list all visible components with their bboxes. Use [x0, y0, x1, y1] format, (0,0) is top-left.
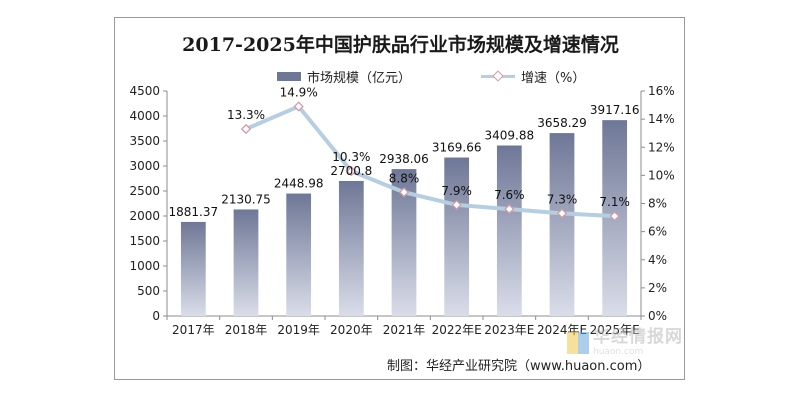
y-right-tick-label: 8%	[648, 197, 667, 211]
y-right-tick-label: 0%	[648, 309, 667, 323]
legend-line-label: 增速（%）	[521, 70, 586, 86]
watermark-en: huaon.com	[593, 347, 644, 357]
bar-value-label: 2448.98	[274, 177, 324, 191]
bar-value-label: 2130.75	[221, 192, 271, 206]
y-right-tick-label: 10%	[648, 168, 675, 182]
x-tick-label: 2019年	[277, 323, 320, 337]
y-right-tick-label: 6%	[648, 225, 667, 239]
growth-marker	[293, 101, 304, 112]
watermark-cn: 华经情报网	[593, 327, 683, 347]
x-tick-label: 2021年	[383, 323, 426, 337]
growth-value-label: 7.3%	[547, 192, 578, 206]
bar-value-label: 2938.06	[379, 152, 429, 166]
source-note: 制图：华经产业研究院（www.huaon.com）	[387, 359, 651, 374]
x-tick-label: 2022年E	[432, 323, 482, 337]
x-tick-label: 2017年	[172, 323, 215, 337]
y-right-tick-label: 4%	[648, 253, 667, 267]
growth-value-label: 7.9%	[441, 184, 472, 198]
y-left-tick-label: 1000	[129, 259, 160, 273]
y-left-tick-label: 2000	[129, 209, 160, 223]
bar	[496, 145, 522, 316]
growth-marker	[504, 204, 515, 215]
y-right-tick-label: 16%	[648, 84, 675, 98]
x-tick-label: 2023年E	[484, 323, 534, 337]
y-right-tick-label: 2%	[648, 281, 667, 295]
watermark-logo-icon	[567, 332, 589, 354]
y-left-tick-label: 3500	[129, 134, 160, 148]
bar	[286, 193, 312, 316]
y-left-tick-label: 4500	[129, 84, 160, 98]
chart-plot: 0 500 1000 1500 2000 2500 3000 3500 4000 4500 0% 2%…	[129, 84, 675, 337]
legend-bar-label: 市场规模（亿元）	[307, 70, 412, 86]
growth-marker	[556, 208, 568, 219]
growth-line	[245, 104, 615, 219]
legend-bar-swatch	[277, 71, 301, 81]
bar	[180, 221, 206, 316]
y-left-tick-label: 0	[152, 309, 160, 323]
growth-value-label: 8.8%	[389, 171, 420, 185]
y-left-tick-label: 2500	[129, 184, 160, 198]
growth-value-label: 10.3%	[332, 150, 370, 164]
growth-marker	[346, 166, 357, 177]
growth-marker	[240, 123, 252, 135]
bar	[338, 180, 364, 316]
growth-marker	[609, 211, 620, 222]
x-tick-label: 2020年	[330, 323, 373, 337]
legend-item-market-size: 市场规模（亿元）	[277, 66, 411, 86]
y-left-tick-label: 4000	[129, 109, 160, 123]
legend-line-swatch	[481, 70, 515, 82]
bar-value-label: 1881.37	[169, 205, 219, 219]
growth-value-label: 7.6%	[494, 188, 525, 202]
growth-marker	[398, 187, 410, 198]
chart-title: 2017-2025年中国护肤品行业市场规模及增速情况	[182, 34, 619, 56]
y-left-tick-label: 1500	[129, 234, 160, 248]
y-left-tick-label: 500	[137, 284, 160, 298]
bar	[233, 209, 259, 316]
legend: 市场规模（亿元） 增速（%）	[115, 66, 686, 86]
y-left-tick-label: 3000	[129, 159, 160, 173]
bar-value-label: 2700.8	[330, 164, 372, 178]
chart-frame: 2017-2025年中国护肤品行业市场规模及增速情况 市场规模（亿元） 增速（%…	[114, 17, 685, 380]
legend-item-growth: 增速（%）	[481, 66, 585, 86]
bar	[444, 157, 470, 316]
growth-value-label: 7.1%	[599, 195, 630, 209]
x-tick-label: 2018年	[225, 323, 268, 337]
bar	[549, 133, 575, 316]
bar-value-label: 3658.29	[537, 116, 587, 130]
bar-value-label: 3917.16	[590, 103, 640, 117]
watermark: 华经情报网 huaon.com	[567, 328, 683, 358]
y-right-tick-label: 12%	[648, 140, 675, 154]
growth-marker	[451, 199, 462, 211]
bar-value-label: 3409.88	[485, 129, 535, 143]
x-tick-label: 2025年E	[590, 323, 640, 337]
growth-value-label: 14.9%	[280, 85, 318, 99]
growth-value-label: 13.3%	[227, 108, 265, 122]
bar-value-label: 3169.66	[432, 141, 482, 155]
y-right-tick-label: 14%	[648, 112, 675, 126]
